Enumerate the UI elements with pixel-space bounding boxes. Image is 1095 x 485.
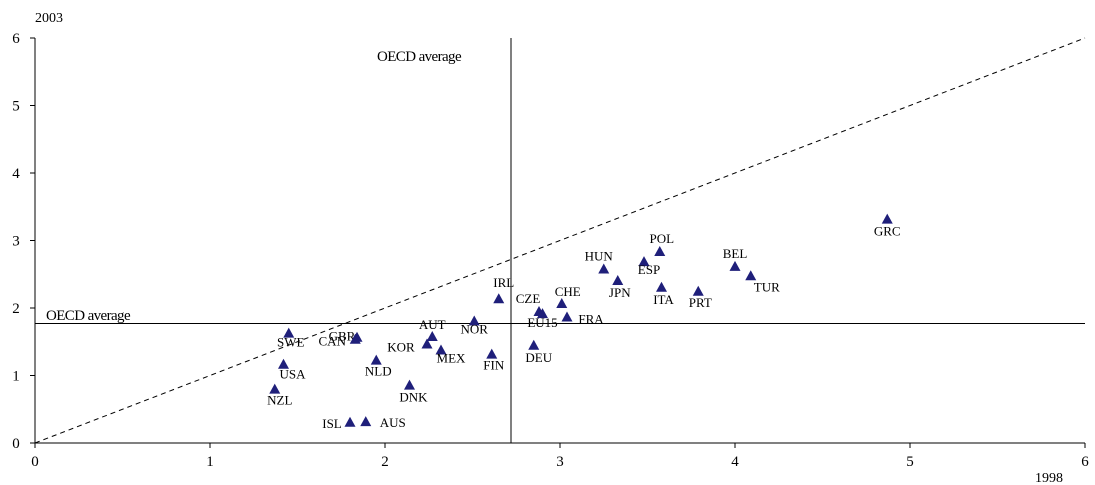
- y-tick-label: 2: [12, 301, 20, 317]
- data-point: NLD: [365, 355, 392, 379]
- triangle-marker: [654, 246, 665, 256]
- horizontal-average-label: OECD average: [46, 308, 131, 324]
- x-tick-label: 1: [206, 454, 214, 470]
- triangle-marker: [493, 293, 504, 303]
- data-point: NOR: [461, 316, 489, 337]
- data-point: EU15: [527, 308, 557, 330]
- point-label: AUS: [380, 415, 406, 430]
- data-point: FRA: [562, 311, 605, 326]
- data-point: MEX: [436, 345, 467, 366]
- data-point: JPN: [609, 275, 631, 300]
- data-point: CAN: [319, 334, 361, 349]
- x-tick-label: 4: [731, 454, 739, 470]
- point-label: NOR: [461, 322, 489, 337]
- y-tick-label: 4: [12, 166, 20, 182]
- data-point: NZL: [267, 384, 292, 408]
- point-label: SWE: [277, 335, 305, 350]
- point-label: MEX: [437, 351, 467, 366]
- point-label: POL: [649, 231, 674, 246]
- y-axis-title: 2003: [35, 11, 63, 26]
- triangle-marker: [556, 298, 567, 308]
- triangle-marker: [345, 417, 356, 427]
- point-label: TUR: [754, 279, 780, 294]
- data-point: AUT: [419, 317, 446, 341]
- data-point: USA: [278, 359, 306, 382]
- y-tick-label: 0: [12, 436, 20, 452]
- data-point: BEL: [723, 246, 748, 271]
- triangle-marker: [598, 264, 609, 274]
- triangle-marker: [882, 214, 893, 224]
- data-point: POL: [649, 231, 674, 256]
- point-label: BEL: [723, 246, 748, 261]
- y-tick-label: 6: [12, 31, 20, 47]
- point-label: CHE: [555, 284, 581, 299]
- point-label: USA: [279, 367, 306, 382]
- point-label: DNK: [399, 390, 428, 405]
- point-label: EU15: [527, 315, 557, 330]
- point-label: DEU: [525, 350, 552, 365]
- y-tick-label: 1: [12, 369, 20, 385]
- point-label: AUT: [419, 317, 446, 332]
- x-tick-label: 5: [906, 454, 914, 470]
- x-tick-label: 6: [1081, 454, 1089, 470]
- data-point: FIN: [483, 349, 505, 373]
- point-label: CAN: [319, 334, 347, 349]
- axes: 0 1 2 3 4 5 6 0 1 2 3 4 5 6: [12, 31, 1089, 470]
- data-point: TUR: [745, 270, 780, 294]
- x-tick-label: 0: [31, 454, 39, 470]
- triangle-marker: [404, 380, 415, 390]
- point-label: ISL: [322, 416, 342, 431]
- point-label: KOR: [387, 339, 415, 354]
- data-point: HUN: [585, 249, 614, 274]
- triangle-marker: [562, 311, 573, 321]
- data-point: ITA: [653, 282, 674, 307]
- data-point: ESP: [638, 256, 660, 277]
- data-point: GRC: [874, 214, 901, 239]
- data-point: AUS: [360, 415, 406, 430]
- point-label: FIN: [483, 358, 505, 373]
- data-point: CHE: [555, 284, 581, 308]
- x-tick-label: 2: [381, 454, 389, 470]
- point-label: IRL: [493, 275, 514, 290]
- point-label: GRC: [874, 224, 901, 239]
- triangle-marker: [427, 331, 438, 341]
- vertical-average-label: OECD average: [377, 49, 462, 65]
- point-label: ITA: [653, 292, 674, 307]
- diagonal-line: [35, 38, 1085, 443]
- point-label: CZE: [516, 291, 541, 306]
- point-label: NZL: [267, 393, 292, 408]
- reference-lines: [35, 38, 1085, 443]
- x-tick-label: 3: [556, 454, 564, 470]
- triangle-marker: [730, 261, 741, 271]
- point-label: PRT: [689, 295, 712, 310]
- y-tick-label: 3: [12, 234, 20, 250]
- point-label: HUN: [585, 249, 614, 264]
- triangle-marker: [360, 416, 371, 426]
- data-point: ISL: [322, 416, 355, 431]
- point-label: ESP: [638, 262, 660, 277]
- point-label: FRA: [578, 311, 604, 326]
- point-label: NLD: [365, 364, 392, 379]
- triangle-marker: [528, 340, 539, 350]
- point-label: JPN: [609, 285, 631, 300]
- data-point: DEU: [525, 340, 552, 365]
- data-point: SWE: [277, 328, 305, 350]
- triangle-marker: [612, 275, 623, 285]
- triangle-marker: [656, 282, 667, 292]
- data-point: KOR: [387, 338, 432, 354]
- data-point: DNK: [399, 380, 428, 405]
- y-tick-label: 5: [12, 99, 20, 115]
- data-point: PRT: [689, 286, 712, 310]
- x-axis-title: 1998: [1035, 471, 1063, 485]
